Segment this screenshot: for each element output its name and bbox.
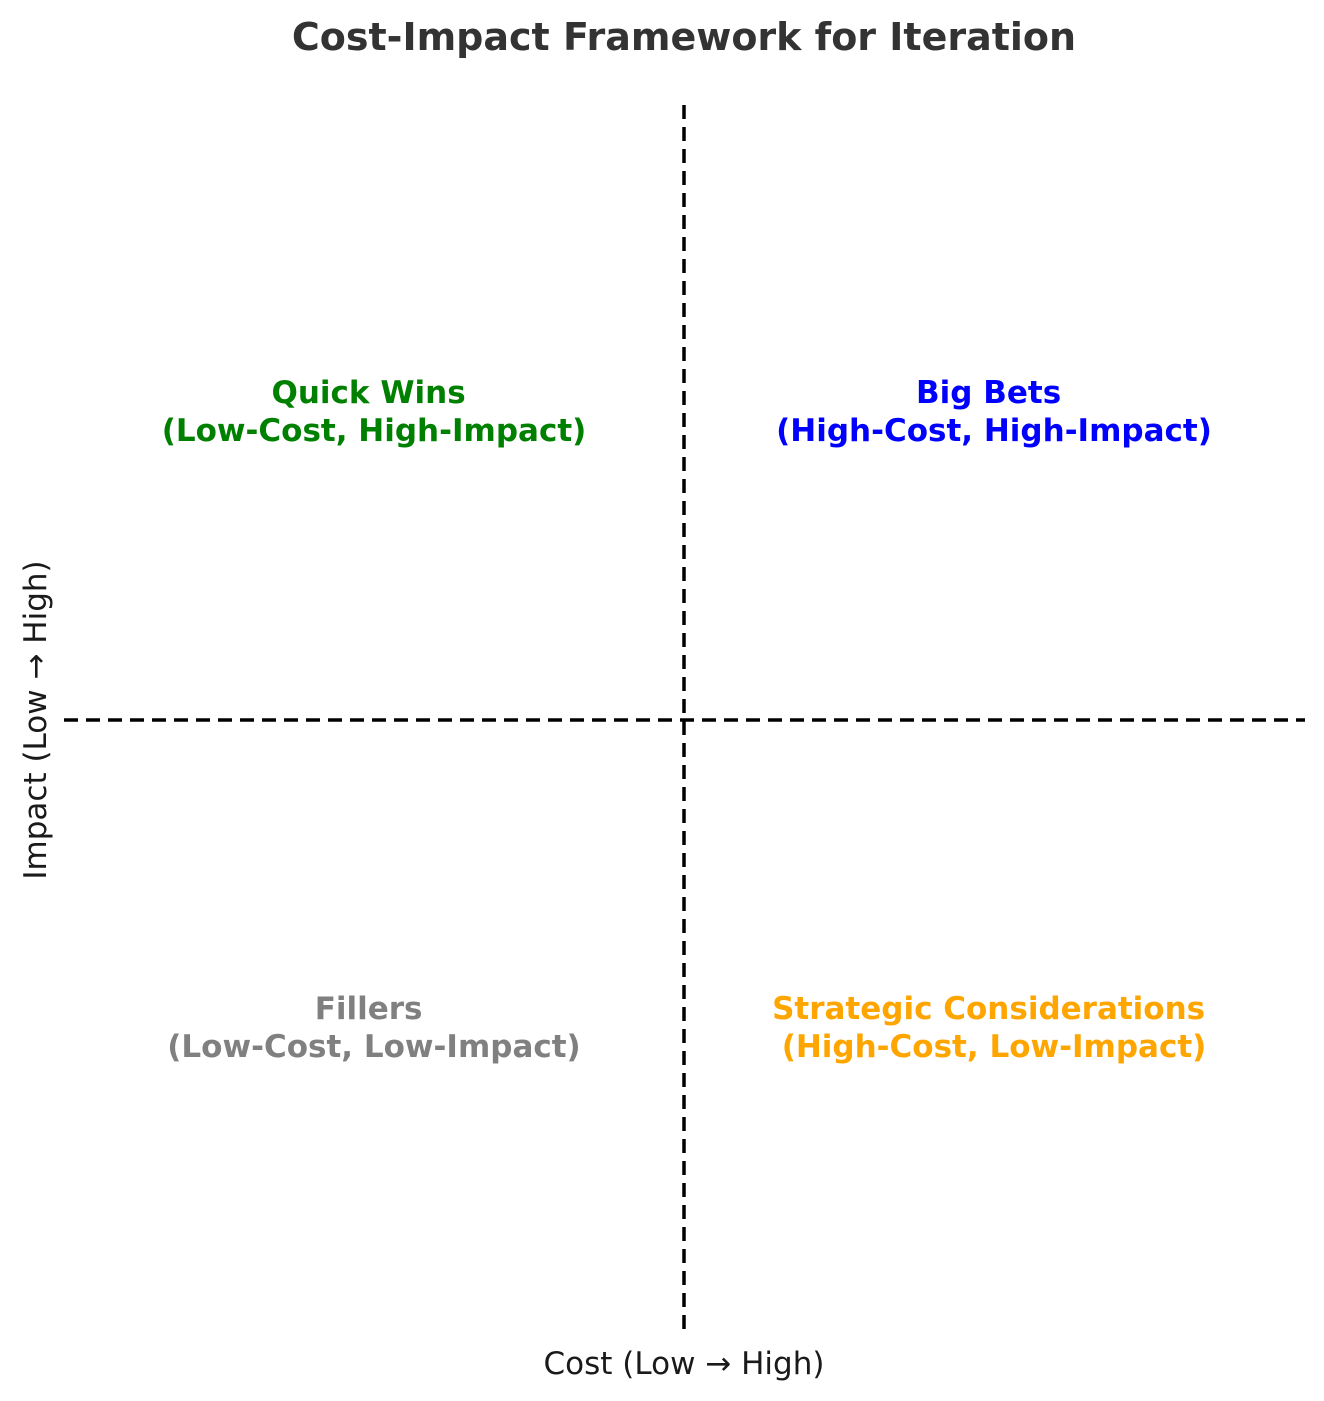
quadrant-fillers-description: (Low-Cost, Low-Impact) (167, 1029, 580, 1065)
quadrant-big-bets-name: Big Bets (916, 375, 1061, 411)
quadrant-strategic-considerations-name: Strategic Considerations (772, 991, 1205, 1027)
quadrant-quick-wins: Quick Wins (Low-Cost, High-Impact) (162, 375, 587, 449)
chart-title: Cost-Impact Framework for Iteration (292, 15, 1076, 59)
quadrant-fillers: Fillers (Low-Cost, Low-Impact) (167, 991, 580, 1065)
quadrant-big-bets-description: (High-Cost, High-Impact) (776, 413, 1212, 449)
quadrant-big-bets: Big Bets (High-Cost, High-Impact) (776, 375, 1212, 449)
quadrant-strategic-considerations: Strategic Considerations (High-Cost, Low… (772, 991, 1216, 1065)
quadrant-quick-wins-name: Quick Wins (272, 375, 466, 411)
y-axis-label: Impact (Low → High) (18, 560, 54, 879)
quadrant-fillers-name: Fillers (315, 991, 423, 1027)
quadrant-quick-wins-description: (Low-Cost, High-Impact) (162, 413, 587, 449)
quadrant-strategic-considerations-description: (High-Cost, Low-Impact) (782, 1029, 1207, 1065)
x-axis-label: Cost (Low → High) (544, 1346, 825, 1382)
